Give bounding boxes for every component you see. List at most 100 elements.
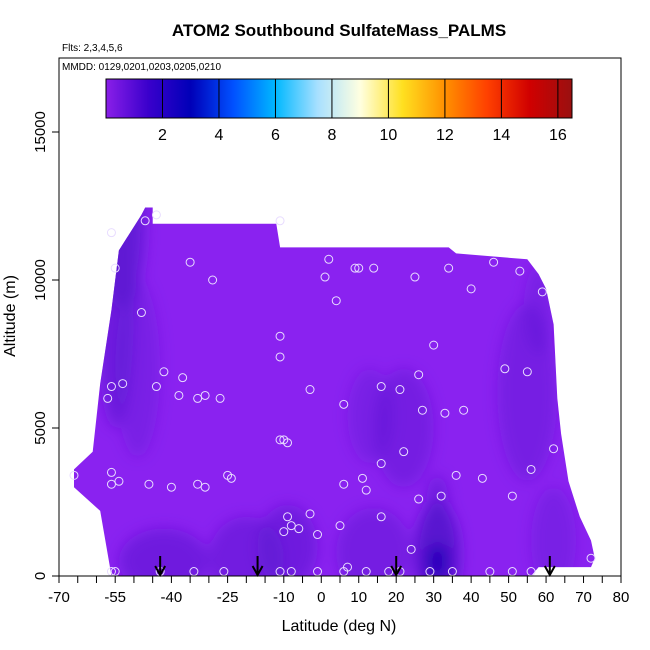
x-tick-label: 30 bbox=[425, 589, 442, 606]
sample-point bbox=[305, 385, 315, 395]
sample-point bbox=[537, 287, 547, 297]
data-field bbox=[74, 207, 595, 576]
sample-point bbox=[275, 352, 285, 362]
sample-point bbox=[151, 210, 161, 220]
sample-point bbox=[500, 364, 510, 374]
x-tick-label: -55 bbox=[104, 589, 126, 606]
y-tick-label: 15000 bbox=[32, 111, 49, 153]
sample-point bbox=[208, 275, 218, 285]
sample-point bbox=[507, 491, 517, 501]
sample-point bbox=[354, 263, 364, 273]
chart-title: ATOM2 Southbound SulfateMass_PALMS bbox=[172, 21, 506, 40]
enhanced-region bbox=[531, 487, 577, 576]
sample-point bbox=[451, 470, 461, 480]
sample-point bbox=[459, 405, 469, 415]
sample-point bbox=[305, 509, 315, 519]
y-tick-label: 5000 bbox=[32, 411, 49, 444]
sample-point bbox=[361, 485, 371, 495]
sample-point bbox=[136, 308, 146, 318]
sample-point bbox=[339, 479, 349, 489]
colorbar-tick-label: 6 bbox=[271, 127, 280, 144]
sample-point bbox=[193, 479, 203, 489]
sample-point bbox=[106, 479, 116, 489]
sample-point bbox=[140, 216, 150, 226]
enhanced-region bbox=[523, 265, 554, 354]
enhanced-region bbox=[426, 475, 449, 535]
enhanced-region-core bbox=[427, 543, 448, 576]
enhanced-region bbox=[118, 528, 209, 576]
y-axis-label: Altitude (m) bbox=[2, 275, 19, 357]
colorbar-tick-label: 10 bbox=[380, 127, 398, 144]
colorbar-tick-label: 16 bbox=[549, 127, 567, 144]
sample-point bbox=[275, 216, 285, 226]
colorbar-tick-label: 2 bbox=[158, 127, 167, 144]
sample-point bbox=[114, 476, 124, 486]
sample-point bbox=[106, 467, 116, 477]
sample-point bbox=[444, 263, 454, 273]
y-axis: 0 5000 10000 15000 bbox=[32, 111, 59, 580]
x-tick-label: 0 bbox=[317, 589, 325, 606]
x-tick-label: -70 bbox=[48, 589, 70, 606]
y-tick-label: 10000 bbox=[32, 259, 49, 301]
enhanced-region bbox=[257, 504, 318, 576]
sample-point bbox=[342, 562, 352, 572]
sample-point bbox=[440, 408, 450, 418]
sample-point bbox=[106, 228, 116, 238]
x-tick-label: 70 bbox=[575, 589, 592, 606]
sample-point bbox=[106, 382, 116, 392]
field-layer bbox=[74, 207, 595, 576]
sample-point bbox=[466, 284, 476, 294]
x-axis: -70 -55 -40 -25 -10 0 10 20 30 40 50 60 70 80 bbox=[48, 576, 629, 606]
sample-point bbox=[417, 405, 427, 415]
sample-point bbox=[286, 521, 296, 531]
sample-point bbox=[320, 272, 330, 282]
colorbar-tick-label: 12 bbox=[436, 127, 454, 144]
sample-point bbox=[215, 393, 225, 403]
x-tick-label: 20 bbox=[388, 589, 405, 606]
sample-point bbox=[339, 399, 349, 409]
sample-point bbox=[357, 473, 367, 483]
colorbar-tick-label: 8 bbox=[327, 127, 336, 144]
sample-point bbox=[313, 530, 323, 540]
x-tick-label: 50 bbox=[500, 589, 517, 606]
colorbar: 2 4 6 8 10 12 14 16 bbox=[105, 78, 573, 144]
y-tick-label: 0 bbox=[32, 572, 49, 580]
sample-point bbox=[429, 340, 439, 350]
x-tick-label: -10 bbox=[273, 589, 295, 606]
enhanced-region bbox=[336, 507, 412, 576]
sample-point bbox=[376, 512, 386, 522]
sample-point bbox=[144, 479, 154, 489]
enhanced-region bbox=[115, 280, 161, 458]
sample-point bbox=[283, 438, 293, 448]
sample-point bbox=[376, 459, 386, 469]
sample-point bbox=[166, 482, 176, 492]
sample-point bbox=[414, 370, 424, 380]
x-tick-label: 40 bbox=[463, 589, 480, 606]
sample-point bbox=[110, 263, 120, 273]
sample-point bbox=[331, 296, 341, 306]
sample-point bbox=[275, 331, 285, 341]
sample-point bbox=[118, 379, 128, 389]
sample-point bbox=[185, 257, 195, 267]
profile-arrow bbox=[251, 556, 264, 578]
sample-point bbox=[489, 257, 499, 267]
sample-point bbox=[526, 464, 536, 474]
x-tick-label: -25 bbox=[217, 589, 239, 606]
profile-arrow bbox=[154, 556, 167, 578]
sample-point bbox=[414, 494, 424, 504]
profile-arrow bbox=[543, 556, 556, 578]
enhanced-region bbox=[347, 368, 393, 464]
sample-point bbox=[193, 393, 203, 403]
sample-point bbox=[200, 390, 210, 400]
x-tick-label: 80 bbox=[613, 589, 630, 606]
sample-point bbox=[477, 473, 487, 483]
sample-point bbox=[279, 527, 289, 537]
sample-point bbox=[395, 385, 405, 395]
points-layer bbox=[69, 210, 596, 577]
sample-point bbox=[350, 263, 360, 273]
sample-point bbox=[515, 266, 525, 276]
sample-point bbox=[283, 512, 293, 522]
sample-point bbox=[151, 382, 161, 392]
x-tick-label: -40 bbox=[161, 589, 183, 606]
